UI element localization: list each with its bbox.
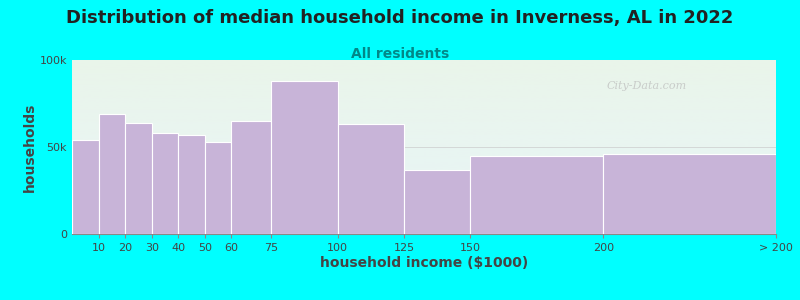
- Bar: [98, 114, 125, 234]
- Bar: [603, 154, 776, 234]
- Bar: [205, 142, 231, 234]
- Bar: [125, 123, 152, 234]
- Text: Distribution of median household income in Inverness, AL in 2022: Distribution of median household income …: [66, 9, 734, 27]
- Bar: [152, 133, 178, 234]
- Bar: [404, 169, 470, 234]
- Bar: [72, 140, 98, 234]
- Bar: [470, 156, 603, 234]
- Text: All residents: All residents: [351, 46, 449, 61]
- Bar: [271, 81, 338, 234]
- Bar: [178, 135, 205, 234]
- Bar: [231, 121, 271, 234]
- X-axis label: household income ($1000): household income ($1000): [320, 256, 528, 270]
- Bar: [338, 124, 404, 234]
- Text: City-Data.com: City-Data.com: [607, 81, 687, 91]
- Y-axis label: households: households: [23, 102, 37, 192]
